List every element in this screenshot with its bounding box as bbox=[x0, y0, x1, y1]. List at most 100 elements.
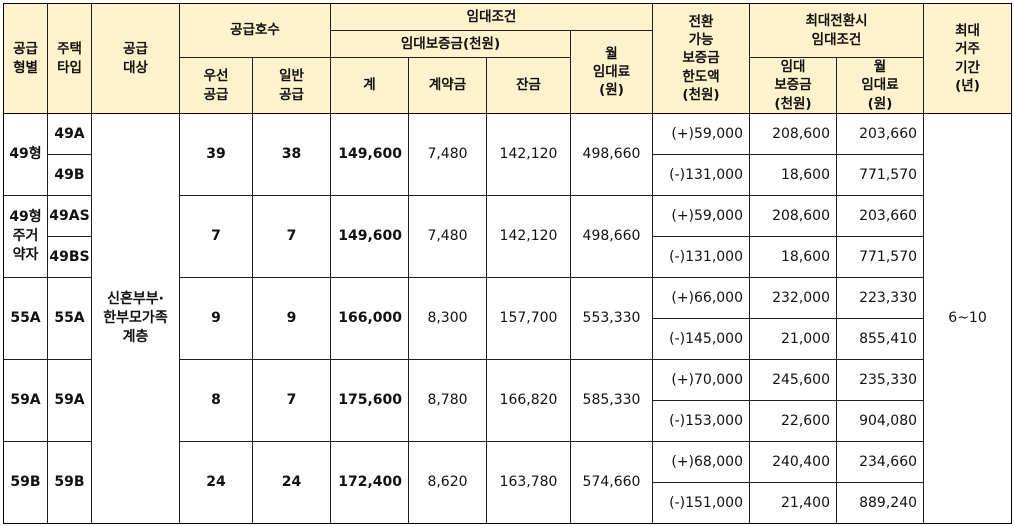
header-monthly-rent: 월 임대료 (원) bbox=[570, 30, 653, 114]
supply-type: 59A bbox=[3, 359, 48, 442]
max-deposit: 240,400 bbox=[749, 441, 837, 483]
max-rent: 855,410 bbox=[835, 318, 925, 360]
max-deposit: 22,600 bbox=[749, 400, 837, 442]
table-row: 49BS (-)131,000 18,600 771,570 bbox=[4, 236, 1012, 278]
header-total: 계 bbox=[330, 57, 409, 114]
table-row: 49형 주거 약자 49AS 7 7 149,600 7,480 142,120 498,66… bbox=[3, 195, 1012, 278]
header-max-period: 최대 거주 기간 (년) bbox=[923, 3, 1013, 114]
conversion-limit: (-)131,000 bbox=[652, 236, 750, 278]
general-units: 38 bbox=[252, 113, 331, 196]
priority-units: 39 bbox=[179, 113, 253, 196]
conversion-limit: (-)151,000 bbox=[652, 482, 750, 524]
rental-conditions-table: 공급 형별 주택 타입 공급 대상 공급호수 임대조건 전환 가능 보증금 한도… bbox=[3, 3, 1013, 524]
deposit-contract: 7,480 bbox=[408, 113, 487, 196]
max-rent: 889,240 bbox=[835, 482, 925, 524]
deposit-balance: 163,780 bbox=[486, 441, 571, 524]
supply-type: 49형 주거 약자 bbox=[3, 195, 48, 278]
max-rent: 223,330 bbox=[835, 277, 925, 319]
general-units: 24 bbox=[252, 441, 331, 524]
header-contract: 계약금 bbox=[408, 57, 487, 114]
max-deposit: 245,600 bbox=[749, 359, 837, 401]
table-row: 49B (-)131,000 18,600 771,570 bbox=[4, 154, 1012, 196]
priority-units: 9 bbox=[179, 277, 253, 360]
monthly-rent: 585,330 bbox=[570, 359, 653, 442]
conversion-limit: (+)59,000 bbox=[652, 113, 750, 155]
general-units: 7 bbox=[252, 359, 331, 442]
max-rent: 235,330 bbox=[835, 359, 925, 401]
deposit-total: 149,600 bbox=[330, 195, 409, 278]
supply-type: 49형 bbox=[3, 113, 48, 196]
priority-units: 7 bbox=[179, 195, 253, 278]
deposit-balance: 142,120 bbox=[486, 195, 571, 278]
house-type: 49AS bbox=[47, 195, 92, 237]
max-deposit: 21,400 bbox=[749, 482, 837, 524]
house-type: 49BS bbox=[47, 236, 92, 278]
table-row: (-)145,000 21,000 855,410 bbox=[4, 318, 1012, 360]
header-units: 공급호수 bbox=[179, 3, 331, 58]
header-lease-terms: 임대조건 bbox=[330, 3, 653, 31]
max-deposit: 208,600 bbox=[749, 195, 837, 237]
deposit-total: 149,600 bbox=[330, 113, 409, 196]
deposit-contract: 8,300 bbox=[408, 277, 487, 360]
max-rent: 771,570 bbox=[835, 236, 925, 278]
table-row: (-)153,000 22,600 904,080 bbox=[4, 400, 1012, 442]
header-supply-type: 공급 형별 bbox=[3, 3, 48, 114]
general-units: 9 bbox=[252, 277, 331, 360]
max-residence-period: 6~10 bbox=[923, 113, 1013, 524]
header-deposit: 임대보증금(천원) bbox=[330, 30, 571, 58]
conversion-limit: (+)70,000 bbox=[652, 359, 750, 401]
deposit-contract: 8,780 bbox=[408, 359, 487, 442]
house-type: 49B bbox=[47, 154, 92, 196]
max-rent: 904,080 bbox=[835, 400, 925, 442]
deposit-total: 172,400 bbox=[330, 441, 409, 524]
conversion-limit: (-)131,000 bbox=[652, 154, 750, 196]
priority-units: 24 bbox=[179, 441, 253, 524]
supply-target: 신혼부부· 한부모가족 계층 bbox=[91, 113, 180, 524]
conversion-limit: (-)145,000 bbox=[652, 318, 750, 360]
deposit-total: 175,600 bbox=[330, 359, 409, 442]
max-deposit: 18,600 bbox=[749, 154, 837, 196]
house-type: 55A bbox=[47, 277, 92, 360]
header-max-deposit: 임대 보증금 (천원) bbox=[749, 57, 837, 114]
supply-type: 55A bbox=[3, 277, 48, 360]
max-deposit: 232,000 bbox=[749, 277, 837, 319]
deposit-balance: 166,820 bbox=[486, 359, 571, 442]
house-type: 59A bbox=[47, 359, 92, 442]
house-type: 59B bbox=[47, 441, 92, 524]
max-rent: 234,660 bbox=[835, 441, 925, 483]
house-type: 49A bbox=[47, 113, 92, 155]
deposit-contract: 8,620 bbox=[408, 441, 487, 524]
deposit-balance: 157,700 bbox=[486, 277, 571, 360]
max-deposit: 21,000 bbox=[749, 318, 837, 360]
conversion-limit: (-)153,000 bbox=[652, 400, 750, 442]
header-max-conversion: 최대전환시 임대조건 bbox=[748, 3, 925, 58]
header-max-rent: 월 임대료 (원) bbox=[835, 57, 925, 114]
deposit-total: 166,000 bbox=[330, 277, 409, 360]
monthly-rent: 498,660 bbox=[570, 113, 653, 196]
max-rent: 203,660 bbox=[835, 113, 925, 155]
header-convertible-limit: 전환 가능 보증금 한도액 (천원) bbox=[652, 3, 750, 114]
deposit-contract: 7,480 bbox=[408, 195, 487, 278]
table-row: 59B 59B 24 24 172,400 8,620 163,780 574,660 (+)6… bbox=[3, 441, 1012, 524]
header-balance: 잔금 bbox=[486, 57, 571, 114]
conversion-limit: (+)59,000 bbox=[652, 195, 750, 237]
conversion-limit: (+)68,000 bbox=[652, 441, 750, 483]
supply-type: 59B bbox=[3, 441, 48, 524]
header-priority: 우선 공급 bbox=[179, 57, 253, 114]
conversion-limit: (+)66,000 bbox=[652, 277, 750, 319]
deposit-balance: 142,120 bbox=[486, 113, 571, 196]
monthly-rent: 553,330 bbox=[570, 277, 653, 360]
max-rent: 771,570 bbox=[835, 154, 925, 196]
priority-units: 8 bbox=[179, 359, 253, 442]
max-deposit: 18,600 bbox=[749, 236, 837, 278]
monthly-rent: 574,660 bbox=[570, 441, 653, 524]
table-body: 49형 49A 신혼부부· 한부모가족 계층 39 38 149,600 7,480 142,… bbox=[3, 113, 1013, 524]
table-row: 49형 49A 신혼부부· 한부모가족 계층 39 38 149,600 7,480 142,… bbox=[3, 113, 1013, 524]
header-target: 공급 대상 bbox=[91, 3, 180, 114]
max-rent: 203,660 bbox=[835, 195, 925, 237]
table-row: 59A 59A 8 7 175,600 8,780 166,820 585,330 (+)70,… bbox=[3, 359, 1012, 442]
table-row: 55A 55A 9 9 166,000 8,300 157,700 553,330 (+)66,… bbox=[3, 277, 1012, 360]
header-house-type: 주택 타입 bbox=[47, 3, 92, 114]
monthly-rent: 498,660 bbox=[570, 195, 653, 278]
table-row: (-)151,000 21,400 889,240 bbox=[4, 482, 1012, 524]
